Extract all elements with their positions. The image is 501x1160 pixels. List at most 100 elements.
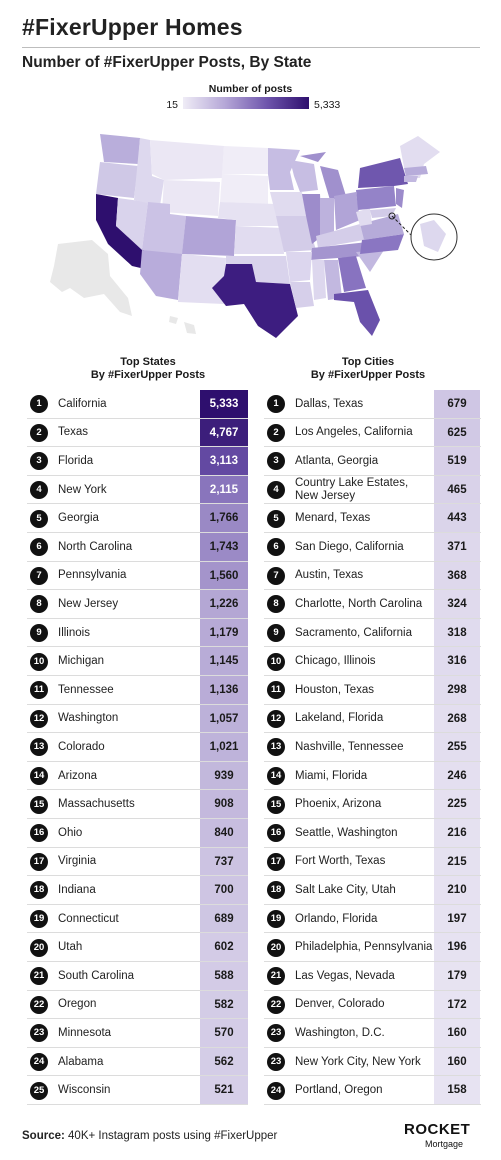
row-divider: [264, 1046, 481, 1048]
rank-badge: 20: [30, 938, 48, 957]
row-divider: [27, 817, 248, 819]
rank-badge: 4: [267, 481, 285, 500]
row-divider: [264, 932, 481, 934]
title-divider: [22, 47, 480, 48]
row-divider: [27, 560, 248, 562]
rank-badge: 10: [30, 652, 48, 671]
page-title: #FixerUpper Homes: [22, 14, 243, 40]
value-cell: 371: [434, 533, 480, 562]
row-label: Philadelphia, Pennsylvania: [295, 941, 433, 954]
rank-badge: 2: [30, 423, 48, 442]
row-label: Washington: [58, 712, 119, 725]
table-row: 10 Chicago, Illinois 316: [264, 647, 481, 676]
table-row: 22 Oregon 582: [27, 990, 248, 1020]
state-colorado: [182, 216, 236, 256]
state-arkansas: [286, 252, 312, 282]
legend-title: Number of posts: [208, 83, 293, 95]
value-cell: 160: [434, 1019, 480, 1048]
state-new-mexico: [178, 254, 226, 304]
row-label: Florida: [58, 454, 94, 467]
state-illinois: [302, 194, 322, 244]
row-divider: [264, 989, 481, 991]
state-ohio: [334, 192, 360, 230]
table-row: 7 Austin, Texas 368: [264, 561, 481, 591]
rank-badge: 15: [30, 795, 48, 814]
value-cell: 840: [200, 819, 248, 848]
table-row: 6 San Diego, California 371: [264, 533, 481, 562]
value-cell: 172: [434, 990, 480, 1020]
value-cell: 216: [434, 819, 480, 848]
rank-badge: 21: [267, 967, 285, 986]
value-cell: 465: [434, 475, 480, 505]
table-row: 13 Colorado 1,021: [27, 733, 248, 762]
legend-gradient-bar: [183, 97, 309, 109]
source-note: Source: 40K+ Instagram posts using #Fixe…: [22, 1130, 277, 1142]
row-divider: [264, 503, 481, 505]
row-label: Phoenix, Arizona: [295, 798, 382, 811]
table-row: 23 Minnesota 570: [27, 1019, 248, 1048]
dc-inset-shape: [420, 220, 446, 252]
row-divider: [27, 703, 248, 705]
table-row: 15 Massachusetts 908: [27, 790, 248, 819]
row-label: Los Angeles, California: [295, 426, 413, 439]
row-label: Charlotte, North Carolina: [295, 597, 423, 610]
value-cell: 1,560: [200, 561, 248, 591]
rank-badge: 10: [267, 652, 285, 671]
rank-badge: 6: [267, 538, 285, 557]
state-montana: [150, 140, 224, 180]
table-row: 8 Charlotte, North Carolina 324: [264, 590, 481, 619]
table-row: 2 Los Angeles, California 625: [264, 418, 481, 448]
row-label: Salt Lake City, Utah: [295, 883, 396, 896]
row-label: Menard, Texas: [295, 512, 371, 525]
rank-badge: 16: [30, 824, 48, 843]
rank-badge: 21: [30, 967, 48, 986]
row-divider: [27, 1018, 248, 1020]
state-iowa: [270, 192, 306, 216]
rank-badge: 5: [30, 509, 48, 528]
dc-marker: [388, 212, 396, 220]
rank-badge: 8: [267, 595, 285, 614]
row-label: Denver, Colorado: [295, 998, 385, 1011]
table-row: 17 Fort Worth, Texas 215: [264, 847, 481, 877]
value-cell: 588: [200, 962, 248, 991]
rank-badge: 20: [267, 938, 285, 957]
row-label: Massachusetts: [58, 798, 135, 811]
rank-badge: 23: [30, 1024, 48, 1043]
rank-badge: 1: [30, 395, 48, 414]
value-cell: 519: [434, 447, 480, 476]
row-divider: [264, 960, 481, 962]
state-new-york: [358, 158, 408, 188]
state-south-carolina: [356, 250, 384, 272]
row-label: Ohio: [58, 826, 83, 839]
row-label: Georgia: [58, 512, 99, 525]
row-label: Alabama: [58, 1055, 104, 1068]
table-row: 20 Philadelphia, Pennsylvania 196: [264, 933, 481, 962]
rank-badge: 1: [267, 395, 285, 414]
row-label: Connecticut: [58, 912, 119, 925]
state-nebraska: [218, 202, 280, 226]
value-cell: 316: [434, 647, 480, 676]
value-cell: 1,179: [200, 618, 248, 648]
rank-badge: 11: [267, 681, 285, 700]
value-cell: 939: [200, 761, 248, 791]
table-row: 15 Phoenix, Arizona 225: [264, 790, 481, 819]
value-cell: 1,145: [200, 647, 248, 676]
state-florida: [334, 290, 380, 336]
dc-inset-leader: [391, 215, 417, 241]
row-label: Atlanta, Georgia: [295, 454, 379, 467]
row-divider: [264, 817, 481, 819]
state-north-carolina: [360, 234, 404, 254]
state-utah: [142, 202, 186, 256]
table-row: 5 Menard, Texas 443: [264, 504, 481, 533]
state-pennsylvania: [356, 186, 396, 210]
rank-badge: 3: [267, 452, 285, 471]
rank-badge: 7: [267, 566, 285, 585]
cities-table-title: Top Cities By #FixerUpper Posts: [310, 356, 426, 381]
row-divider: [27, 903, 248, 905]
value-cell: 5,333: [200, 390, 248, 419]
source-text: 40K+ Instagram posts using #FixerUpper: [64, 1130, 278, 1142]
value-cell: 160: [434, 1047, 480, 1077]
state-new-jersey: [396, 188, 404, 208]
rank-badge: 3: [30, 452, 48, 471]
state-indiana: [320, 198, 334, 236]
